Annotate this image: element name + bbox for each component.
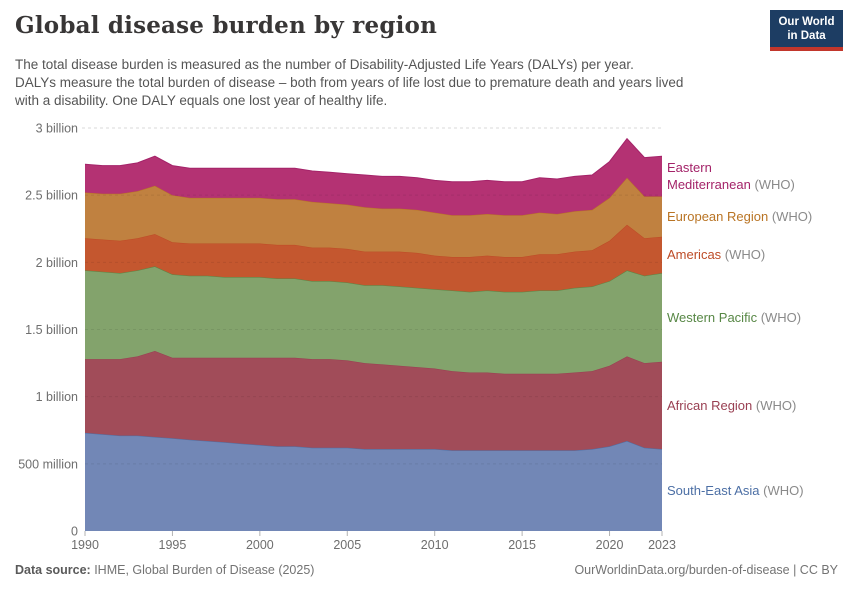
legend-label-line: Americas (WHO) bbox=[667, 247, 766, 263]
y-axis-label: 2.5 billion bbox=[25, 189, 78, 203]
owid-logo-red-bar bbox=[770, 47, 843, 51]
owid-logo[interactable]: Our World in Data bbox=[770, 10, 843, 51]
area-western-pacific[interactable] bbox=[85, 266, 662, 374]
x-axis-label: 2023 bbox=[648, 538, 676, 552]
legend-item-south-east-asia[interactable]: South-East Asia (WHO) bbox=[667, 482, 804, 499]
y-axis-label: 3 billion bbox=[36, 122, 78, 136]
owid-logo-line2: in Data bbox=[787, 30, 826, 42]
y-axis-label: 2 billion bbox=[36, 256, 78, 270]
data-source-note: Data source: IHME, Global Burden of Dise… bbox=[15, 563, 314, 577]
chart-title: Global disease burden by region bbox=[15, 12, 437, 39]
y-axis-label: 500 million bbox=[18, 457, 78, 471]
area-americas[interactable] bbox=[85, 224, 662, 292]
legend-suffix-who: (WHO) bbox=[750, 177, 795, 193]
x-axis-label: 2010 bbox=[421, 538, 449, 552]
data-source-text: IHME, Global Burden of Disease (2025) bbox=[90, 563, 315, 577]
data-source-label: Data source: bbox=[15, 563, 91, 577]
y-axis-label: 1.5 billion bbox=[25, 323, 78, 337]
x-axis-label: 1995 bbox=[159, 538, 187, 552]
legend-item-americas[interactable]: Americas (WHO) bbox=[667, 246, 765, 263]
area-european-region[interactable] bbox=[85, 177, 662, 257]
legend-label-line: European Region (WHO) bbox=[667, 209, 813, 225]
owid-url-link[interactable]: OurWorldinData.org/burden-of-disease | C… bbox=[574, 563, 838, 577]
legend-suffix-who: (WHO) bbox=[721, 247, 766, 263]
legend-suffix-who: (WHO) bbox=[759, 482, 804, 498]
x-axis-label: 2000 bbox=[246, 538, 274, 552]
x-axis-label: 2015 bbox=[508, 538, 536, 552]
x-axis-label: 2005 bbox=[333, 538, 361, 552]
legend-item-eastern-mediterranean[interactable]: Eastern Mediterranean (WHO) bbox=[667, 159, 795, 193]
legend-suffix-who: (WHO) bbox=[757, 309, 802, 325]
legend-item-european-region[interactable]: European Region (WHO) bbox=[667, 208, 812, 225]
subtitle-line-2: DALYs measure the total burden of diseas… bbox=[15, 75, 684, 90]
subtitle-line-3: with a disability. One DALY equals one l… bbox=[15, 93, 388, 108]
legend-label-line: Western Pacific (WHO) bbox=[667, 309, 802, 325]
owid-logo-line1: Our World bbox=[778, 16, 835, 28]
y-axis-label: 1 billion bbox=[36, 390, 78, 404]
x-axis-label: 2020 bbox=[596, 538, 624, 552]
y-axis-label: 0 bbox=[71, 525, 78, 539]
legend-item-african-region[interactable]: African Region (WHO) bbox=[667, 397, 796, 414]
legend-suffix-who: (WHO) bbox=[752, 397, 797, 413]
legend-item-western-pacific[interactable]: Western Pacific (WHO) bbox=[667, 309, 801, 326]
chart-subtitle: The total disease burden is measured as … bbox=[15, 56, 683, 110]
legend-label-line: Mediterranean (WHO) bbox=[667, 177, 795, 193]
chart-footer: Data source: IHME, Global Burden of Dise… bbox=[15, 563, 838, 577]
legend-label-line: African Region (WHO) bbox=[667, 397, 797, 413]
legend-suffix-who: (WHO) bbox=[768, 209, 813, 225]
legend-label-line: Eastern bbox=[667, 160, 712, 176]
area-african-region[interactable] bbox=[85, 351, 662, 451]
subtitle-line-1: The total disease burden is measured as … bbox=[15, 57, 634, 72]
area-south-east-asia[interactable] bbox=[85, 432, 662, 531]
legend-label-line: South-East Asia (WHO) bbox=[667, 482, 804, 498]
owid-logo-box: Our World in Data bbox=[770, 10, 843, 47]
x-axis-label: 1990 bbox=[71, 538, 99, 552]
